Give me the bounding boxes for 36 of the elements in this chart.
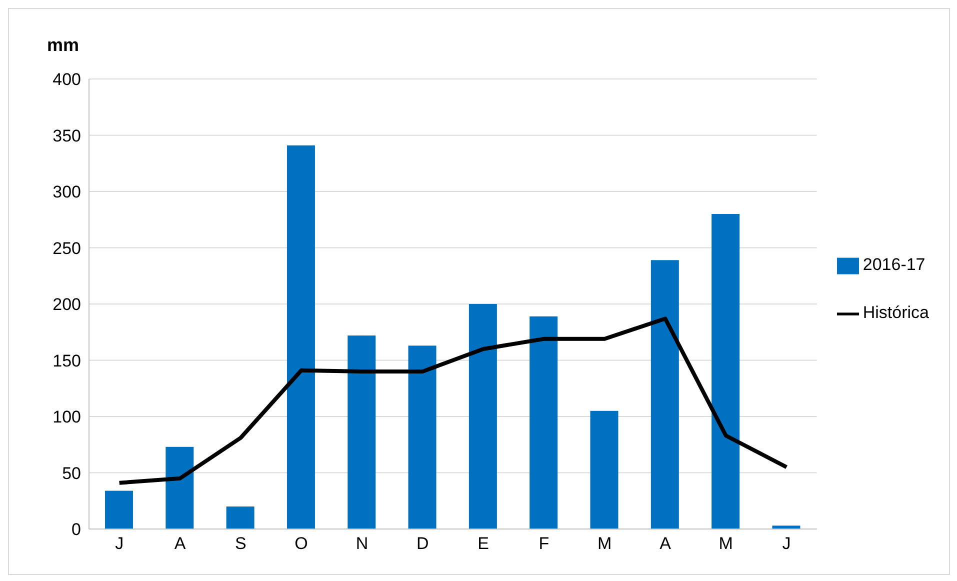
x-tick-label: M — [597, 534, 612, 554]
y-tick-label: 300 — [52, 182, 81, 202]
y-tick-label: 250 — [52, 238, 81, 258]
y-tick-label: 400 — [52, 70, 81, 90]
y-axis-title: mm — [47, 35, 80, 56]
x-tick-label: M — [718, 534, 733, 554]
y-tick-label: 0 — [72, 520, 81, 540]
y-tick-label: 100 — [52, 408, 81, 427]
y-tick-label: 200 — [52, 295, 81, 314]
x-tick-label: J — [782, 534, 791, 554]
bar — [105, 490, 133, 529]
x-tick-label: S — [234, 534, 246, 554]
bar — [166, 446, 194, 529]
y-tick-label: 50 — [62, 464, 81, 483]
x-tick-label: A — [174, 534, 186, 554]
line-series — [117, 316, 789, 485]
legend-label: Histórica — [862, 303, 929, 322]
x-tick-label: D — [416, 534, 429, 554]
x-tick-label: N — [356, 534, 368, 554]
x-tick-label: E — [478, 534, 489, 554]
bar — [590, 410, 618, 529]
x-tick-label: J — [115, 534, 124, 554]
bar — [530, 316, 558, 529]
bar — [286, 145, 315, 529]
x-tick-label: A — [660, 534, 672, 554]
x-tick-label: O — [294, 534, 308, 554]
bar — [226, 506, 254, 529]
bar — [650, 260, 679, 529]
y-tick-label: 350 — [52, 126, 81, 146]
bar — [712, 214, 740, 529]
y-tick-label: 150 — [52, 351, 81, 370]
x-tick-label: F — [538, 534, 550, 554]
bar — [408, 346, 436, 529]
legend-label: 2016-17 — [862, 255, 926, 274]
bar — [468, 304, 497, 529]
bar — [348, 336, 376, 529]
